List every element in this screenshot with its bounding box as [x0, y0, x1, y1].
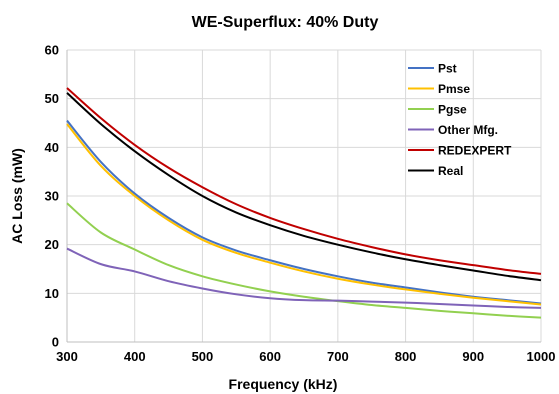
- legend-label-redexpert: REDEXPERT: [438, 144, 512, 158]
- x-tick-label: 500: [192, 349, 214, 364]
- series-line-other-mfg: [66, 247, 542, 309]
- series-line-pgse: [66, 202, 542, 319]
- x-tick-label: 800: [395, 349, 417, 364]
- axes: [66, 50, 541, 343]
- legend-label-pgse: Pgse: [438, 103, 467, 117]
- legend-label-pmse: Pmse: [438, 82, 470, 96]
- legend-label-real: Real: [438, 164, 463, 178]
- series-line-pmse: [66, 123, 542, 306]
- x-tick-label: 400: [124, 349, 146, 364]
- series-lines: [66, 87, 542, 319]
- tick-labels: 0 10 20 30 40 50 60 300 400 500 600 700 800 900 1000: [45, 43, 556, 365]
- grid: [67, 49, 542, 342]
- series-line-redexpert: [66, 87, 542, 275]
- chart-title: WE-Superflux: 40% Duty: [192, 14, 379, 31]
- x-tick-label: 300: [56, 349, 78, 364]
- y-tick-label: 0: [52, 335, 59, 350]
- y-tick-label: 40: [45, 140, 59, 155]
- y-tick-label: 20: [45, 237, 59, 252]
- series-line-real: [66, 92, 542, 282]
- y-tick-label: 10: [45, 286, 59, 301]
- y-tick-label: 50: [45, 91, 59, 106]
- legend-label-pst: Pst: [438, 62, 457, 76]
- x-tick-label: 1000: [527, 349, 556, 364]
- legend: Pst Pmse Pgse Other Mfg. REDEXPERT Real: [408, 62, 512, 178]
- x-axis-label: Frequency (kHz): [229, 376, 338, 392]
- x-tick-label: 900: [462, 349, 484, 364]
- y-tick-label: 30: [45, 189, 59, 204]
- series-line-pst: [66, 119, 542, 305]
- x-tick-label: 600: [259, 349, 281, 364]
- y-axis-label: AC Loss (mW): [9, 148, 25, 244]
- y-tick-label: 60: [45, 43, 59, 58]
- legend-label-other-mfg: Other Mfg.: [438, 123, 498, 137]
- x-tick-label: 700: [327, 349, 349, 364]
